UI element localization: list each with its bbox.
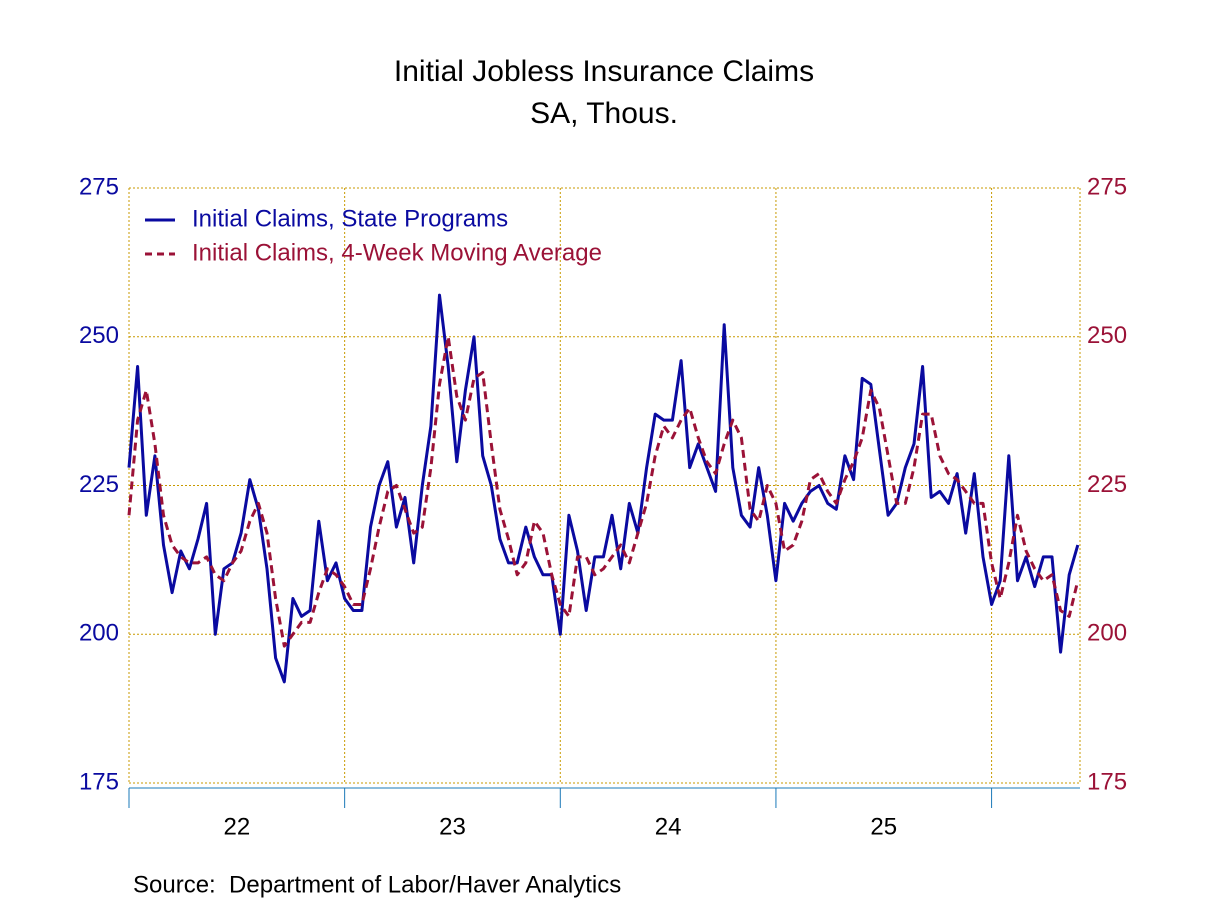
x-tick-label: 25: [870, 813, 897, 840]
y-tick-label: 175: [79, 768, 119, 795]
y-tick-label: 275: [79, 173, 119, 200]
series-line: [127, 335, 1080, 648]
series-line: [127, 293, 1080, 684]
y2-tick-label: 225: [1087, 471, 1127, 498]
y2-tick-label: 275: [1087, 173, 1127, 200]
legend-label: Initial Claims, State Programs: [192, 205, 508, 232]
y-tick-label: 200: [79, 620, 119, 647]
chart-title: Initial Jobless Insurance Claims: [394, 55, 814, 88]
chart-subtitle: SA, Thous.: [530, 97, 678, 130]
y-tick-label: 250: [79, 322, 119, 349]
x-tick-label: 22: [223, 813, 250, 840]
x-tick-label: 23: [439, 813, 466, 840]
y2-tick-label: 175: [1087, 768, 1127, 795]
source-note: Source: Department of Labor/Haver Analyt…: [133, 871, 621, 898]
x-tick-label: 24: [655, 813, 682, 840]
y-tick-label: 225: [79, 471, 119, 498]
y2-tick-label: 250: [1087, 322, 1127, 349]
legend-label: Initial Claims, 4-Week Moving Average: [192, 239, 602, 266]
y2-tick-label: 200: [1087, 620, 1127, 647]
